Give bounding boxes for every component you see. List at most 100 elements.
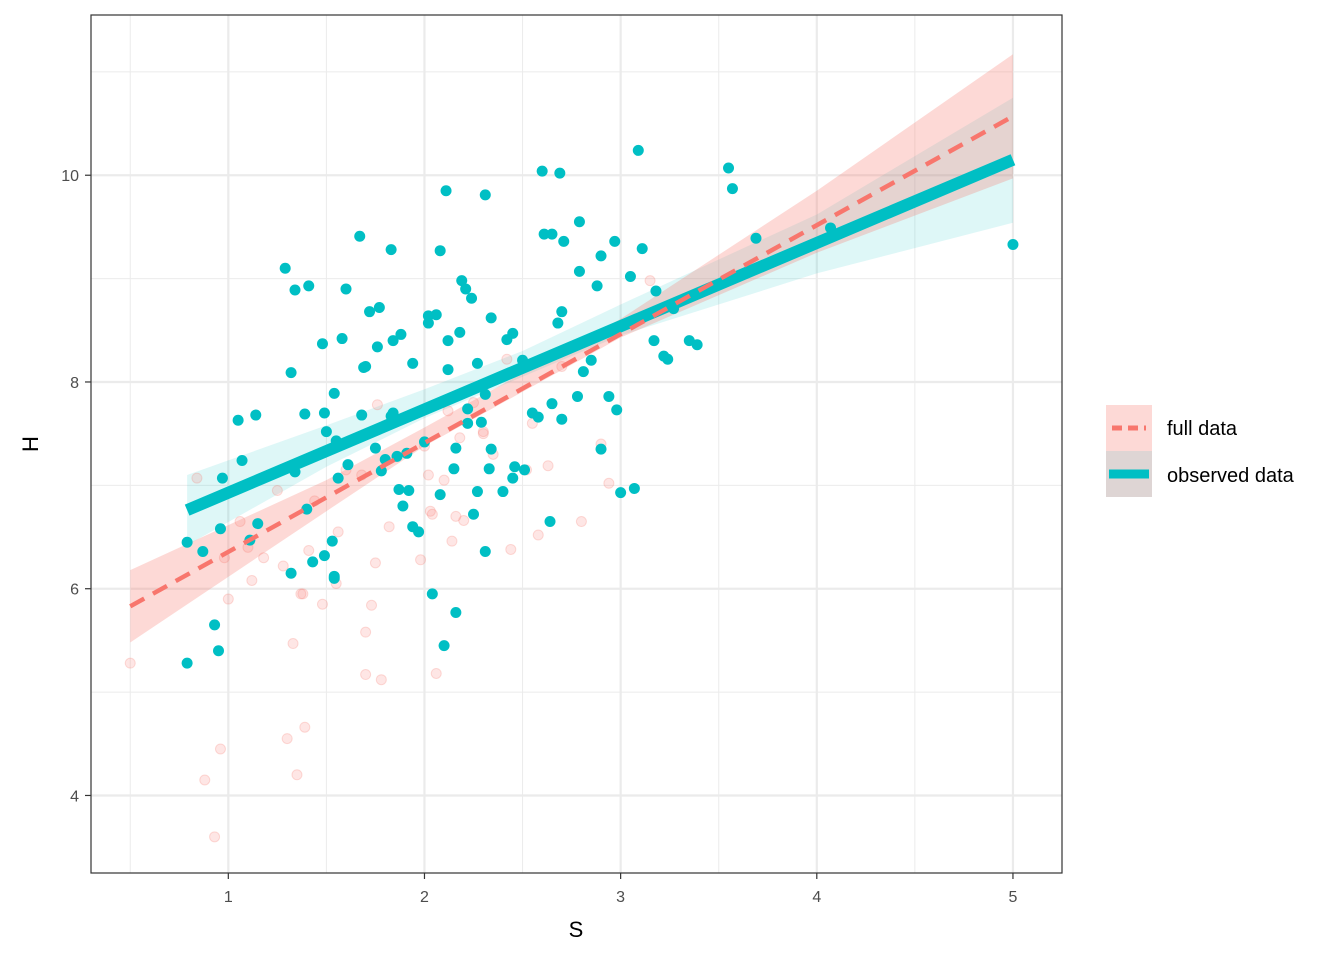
panel-border (90, 14, 1063, 874)
panel-background (91, 15, 1062, 873)
point-observed-data (591, 280, 603, 292)
point-observed-data (326, 535, 338, 547)
point-observed-data (483, 463, 495, 475)
point-observed-data (650, 285, 662, 297)
point-observed-data (397, 500, 409, 512)
point-full-data (287, 638, 299, 650)
fit-lines (129, 114, 1016, 609)
point-observed-data (556, 413, 568, 425)
point-full-data (505, 543, 517, 555)
point-full-data (422, 469, 434, 481)
point-observed-data (328, 387, 340, 399)
point-full-data (415, 554, 427, 566)
fit-line-observed-data (184, 154, 1016, 516)
point-full-data (303, 544, 315, 556)
point-observed-data (285, 367, 297, 379)
point-full-data (438, 474, 450, 486)
point-observed-data (466, 292, 478, 304)
point-observed-data (1007, 238, 1019, 250)
point-observed-data (250, 409, 262, 421)
point-observed-data (585, 354, 597, 366)
point-observed-data (552, 317, 564, 329)
point-observed-data (624, 271, 636, 283)
point-observed-data (360, 360, 372, 372)
x-axis: 1 2 3 4 5 (224, 873, 1018, 906)
legend-label-observed-data: observed data (1167, 465, 1295, 487)
point-observed-data (336, 333, 348, 345)
point-observed-data (403, 485, 415, 497)
point-observed-data (475, 416, 487, 428)
point-full-data (375, 674, 387, 686)
x-tick-label: 2 (420, 889, 429, 906)
point-observed-data (387, 335, 399, 347)
point-observed-data (571, 390, 583, 402)
point-observed-data (611, 404, 623, 416)
point-observed-data (307, 556, 319, 568)
point-observed-data (460, 283, 472, 295)
point-observed-data (197, 546, 209, 558)
point-full-data (575, 516, 587, 528)
point-observed-data (213, 645, 225, 657)
point-full-data (424, 505, 436, 517)
point-full-data (542, 460, 554, 472)
point-observed-data (375, 465, 387, 477)
point-observed-data (750, 232, 762, 244)
point-observed-data (726, 183, 738, 195)
x-axis-title: S (569, 917, 584, 942)
point-observed-data (332, 472, 344, 484)
point-full-data (246, 574, 258, 586)
point-observed-data (648, 335, 660, 347)
point-observed-data (462, 403, 474, 415)
point-observed-data (448, 463, 460, 475)
point-observed-data (216, 472, 228, 484)
point-full-data (360, 626, 372, 638)
point-observed-data (430, 309, 442, 321)
point-full-data (316, 598, 328, 610)
point-full-data (295, 588, 307, 600)
point-observed-data (285, 567, 297, 579)
point-observed-data (438, 640, 450, 652)
point-full-data (258, 552, 270, 564)
x-tick-label: 4 (812, 889, 821, 906)
legend: full data observed data (1106, 405, 1295, 497)
point-observed-data (413, 526, 425, 538)
point-observed-data (456, 275, 468, 287)
point-full-data (124, 657, 136, 669)
point-observed-data (507, 472, 519, 484)
point-observed-data (289, 284, 301, 296)
point-observed-data (320, 426, 332, 438)
point-observed-data (691, 339, 703, 351)
point-observed-data (395, 328, 407, 340)
point-observed-data (391, 450, 403, 462)
point-observed-data (232, 414, 244, 426)
point-observed-data (356, 409, 368, 421)
point-observed-data (544, 516, 556, 528)
point-full-data (199, 774, 211, 786)
point-observed-data (577, 366, 589, 378)
y-axis: 4 6 8 10 (61, 168, 91, 805)
point-observed-data (556, 306, 568, 318)
point-observed-data (393, 483, 405, 495)
point-observed-data (603, 390, 615, 402)
point-observed-data (536, 165, 548, 177)
point-full-data (430, 667, 442, 679)
point-observed-data (595, 250, 607, 262)
point-observed-data (471, 486, 483, 498)
point-full-data (426, 508, 438, 520)
point-observed-data (507, 327, 519, 339)
point-observed-data (318, 550, 330, 562)
point-full-data (383, 521, 395, 533)
point-observed-data (373, 302, 385, 314)
y-tick-label: 8 (70, 375, 79, 392)
point-observed-data (407, 357, 419, 369)
point-full-data (297, 588, 309, 600)
point-full-data (291, 769, 303, 781)
point-full-data (450, 510, 462, 522)
point-observed-data (497, 486, 509, 498)
point-observed-data (554, 167, 566, 179)
point-observed-data (385, 244, 397, 256)
point-full-data (234, 516, 246, 528)
point-observed-data (342, 459, 354, 471)
point-observed-data (485, 312, 497, 324)
point-full-data (501, 353, 513, 365)
